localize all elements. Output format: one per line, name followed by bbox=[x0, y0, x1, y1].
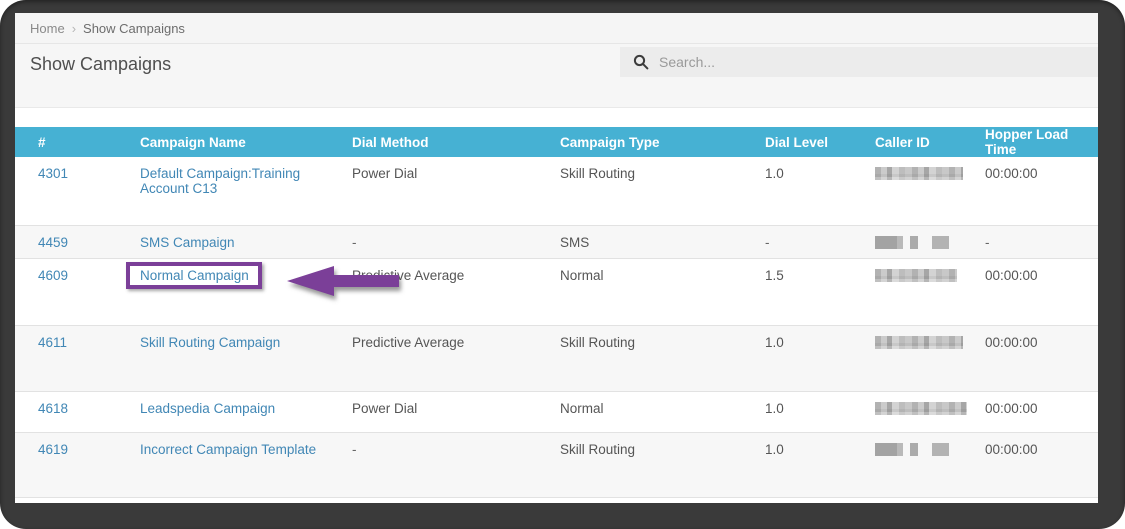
campaign-name-link[interactable]: Normal Campaign bbox=[140, 267, 249, 283]
col-header-dial-level: Dial Level bbox=[757, 127, 867, 157]
dial-level: 1.5 bbox=[765, 267, 784, 283]
search-box[interactable] bbox=[620, 47, 1098, 77]
dial-method: Power Dial bbox=[352, 400, 418, 416]
caller-id-redacted bbox=[875, 401, 967, 415]
campaign-name-link[interactable]: Default Campaign:Training Account C13 bbox=[140, 166, 301, 196]
campaigns-table: # Campaign Name Dial Method Campaign Typ… bbox=[15, 127, 1098, 498]
table-row: 4611 Skill Routing Campaign Predictive A… bbox=[15, 325, 1098, 392]
dial-level: 1.0 bbox=[765, 400, 784, 416]
campaign-id-link[interactable]: 4619 bbox=[38, 441, 69, 457]
campaign-id-link[interactable]: 4611 bbox=[38, 334, 68, 350]
dial-level: 1.0 bbox=[765, 441, 784, 457]
hopper-load-time: 00:00:00 bbox=[985, 334, 1038, 350]
caller-id-redacted bbox=[875, 167, 963, 180]
hopper-load-time: 00:00:00 bbox=[985, 166, 1038, 181]
table-row-highlighted: 4609 Normal Campaign Predictive Average … bbox=[15, 258, 1098, 326]
table-row: 4619 Incorrect Campaign Template - Skill… bbox=[15, 432, 1098, 498]
search-input[interactable] bbox=[649, 54, 1098, 70]
hopper-load-time: 00:00:00 bbox=[985, 441, 1038, 457]
col-header-caller-id: Caller ID bbox=[867, 127, 977, 157]
caller-id-redacted bbox=[875, 268, 957, 282]
dial-method: - bbox=[352, 234, 357, 250]
table-row: 4301 Default Campaign:Training Account C… bbox=[15, 157, 1098, 226]
dial-method: Predictive Average bbox=[352, 334, 465, 350]
breadcrumb-home-link[interactable]: Home bbox=[30, 20, 65, 36]
dial-level: 1.0 bbox=[765, 166, 784, 181]
campaigns-table-wrap: # Campaign Name Dial Method Campaign Typ… bbox=[15, 127, 1098, 498]
breadcrumb-current: Show Campaigns bbox=[83, 20, 185, 36]
dial-method: - bbox=[352, 441, 357, 457]
campaign-id-link[interactable]: 4459 bbox=[38, 234, 69, 250]
campaign-name-link[interactable]: Skill Routing Campaign bbox=[140, 334, 281, 350]
campaign-name-link[interactable]: Incorrect Campaign Template bbox=[140, 441, 317, 457]
campaign-id-link[interactable]: 4618 bbox=[38, 400, 69, 416]
page-header: Show Campaigns bbox=[15, 44, 1098, 108]
caller-id-redacted bbox=[875, 442, 951, 456]
campaign-type: Normal bbox=[560, 400, 604, 416]
table-header-row: # Campaign Name Dial Method Campaign Typ… bbox=[15, 127, 1098, 157]
dial-method: Power Dial bbox=[352, 166, 418, 181]
dial-level: - bbox=[765, 234, 770, 250]
table-row: 4618 Leadspedia Campaign Power Dial Norm… bbox=[15, 391, 1098, 433]
campaign-id-link[interactable]: 4609 bbox=[38, 267, 69, 283]
col-header-hopper-load-time: Hopper Load Time bbox=[977, 127, 1098, 157]
breadcrumb-separator: › bbox=[71, 20, 77, 36]
caller-id-redacted bbox=[875, 335, 963, 349]
table-row: 4459 SMS Campaign - SMS - - bbox=[15, 225, 1098, 259]
arrow-left-annotation bbox=[287, 263, 399, 299]
breadcrumb: Home › Show Campaigns bbox=[15, 13, 1098, 44]
campaign-type: Skill Routing bbox=[560, 334, 636, 350]
hopper-load-time: 00:00:00 bbox=[985, 267, 1038, 283]
highlight-box-annotation: Normal Campaign bbox=[126, 261, 262, 289]
search-icon bbox=[633, 54, 649, 70]
campaign-type: Skill Routing bbox=[560, 441, 636, 457]
campaign-id-link[interactable]: 4301 bbox=[38, 166, 69, 181]
campaign-type: Skill Routing bbox=[560, 166, 636, 181]
campaign-type: SMS bbox=[560, 234, 590, 250]
dial-level: 1.0 bbox=[765, 334, 784, 350]
hopper-load-time: 00:00:00 bbox=[985, 400, 1038, 416]
col-header-campaign-name: Campaign Name bbox=[132, 127, 344, 157]
col-header-number: # bbox=[15, 127, 132, 157]
campaign-name-link[interactable]: Leadspedia Campaign bbox=[140, 400, 276, 416]
col-header-campaign-type: Campaign Type bbox=[552, 127, 757, 157]
hopper-load-time: - bbox=[985, 234, 990, 250]
app-page: Home › Show Campaigns Show Campaigns # bbox=[15, 13, 1098, 503]
caller-id-redacted bbox=[875, 235, 951, 249]
col-header-dial-method: Dial Method bbox=[344, 127, 552, 157]
arrow-left-icon bbox=[287, 266, 399, 296]
page-title: Show Campaigns bbox=[30, 54, 172, 74]
campaign-name-link[interactable]: SMS Campaign bbox=[140, 234, 235, 250]
campaign-type: Normal bbox=[560, 267, 604, 283]
